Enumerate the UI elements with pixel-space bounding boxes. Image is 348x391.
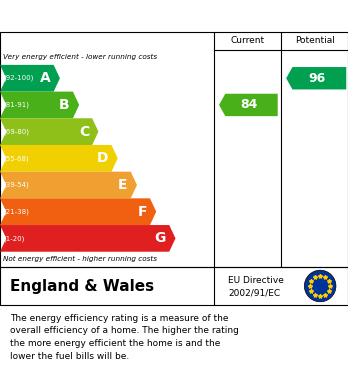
- Text: 2002/91/EC: 2002/91/EC: [228, 288, 280, 297]
- Text: (81-91): (81-91): [3, 102, 30, 108]
- Text: 96: 96: [308, 72, 325, 85]
- Text: (39-54): (39-54): [3, 182, 29, 188]
- Text: EU Directive: EU Directive: [228, 276, 284, 285]
- Polygon shape: [0, 65, 60, 91]
- Text: B: B: [59, 98, 70, 112]
- Text: Energy Efficiency Rating: Energy Efficiency Rating: [10, 7, 239, 25]
- Polygon shape: [0, 91, 79, 118]
- Text: (92-100): (92-100): [3, 75, 34, 81]
- Text: (21-38): (21-38): [3, 208, 29, 215]
- Text: The energy efficiency rating is a measure of the
overall efficiency of a home. T: The energy efficiency rating is a measur…: [10, 314, 239, 361]
- Text: Not energy efficient - higher running costs: Not energy efficient - higher running co…: [3, 256, 158, 262]
- Polygon shape: [219, 94, 278, 116]
- Text: 84: 84: [240, 99, 258, 111]
- Text: G: G: [155, 231, 166, 246]
- Text: C: C: [79, 125, 89, 139]
- Polygon shape: [0, 118, 98, 145]
- Circle shape: [304, 270, 336, 302]
- Text: D: D: [97, 151, 108, 165]
- Text: Potential: Potential: [295, 36, 334, 45]
- Text: (1-20): (1-20): [3, 235, 25, 242]
- Polygon shape: [0, 225, 175, 252]
- Text: England & Wales: England & Wales: [10, 278, 155, 294]
- Polygon shape: [0, 172, 137, 198]
- Text: A: A: [40, 71, 50, 85]
- Polygon shape: [286, 67, 346, 90]
- Polygon shape: [0, 198, 156, 225]
- Text: E: E: [118, 178, 128, 192]
- Text: Very energy efficient - lower running costs: Very energy efficient - lower running co…: [3, 54, 158, 60]
- Polygon shape: [0, 145, 118, 172]
- Text: Current: Current: [230, 36, 265, 45]
- Text: (55-68): (55-68): [3, 155, 29, 161]
- Text: F: F: [137, 205, 147, 219]
- Text: (69-80): (69-80): [3, 128, 30, 135]
